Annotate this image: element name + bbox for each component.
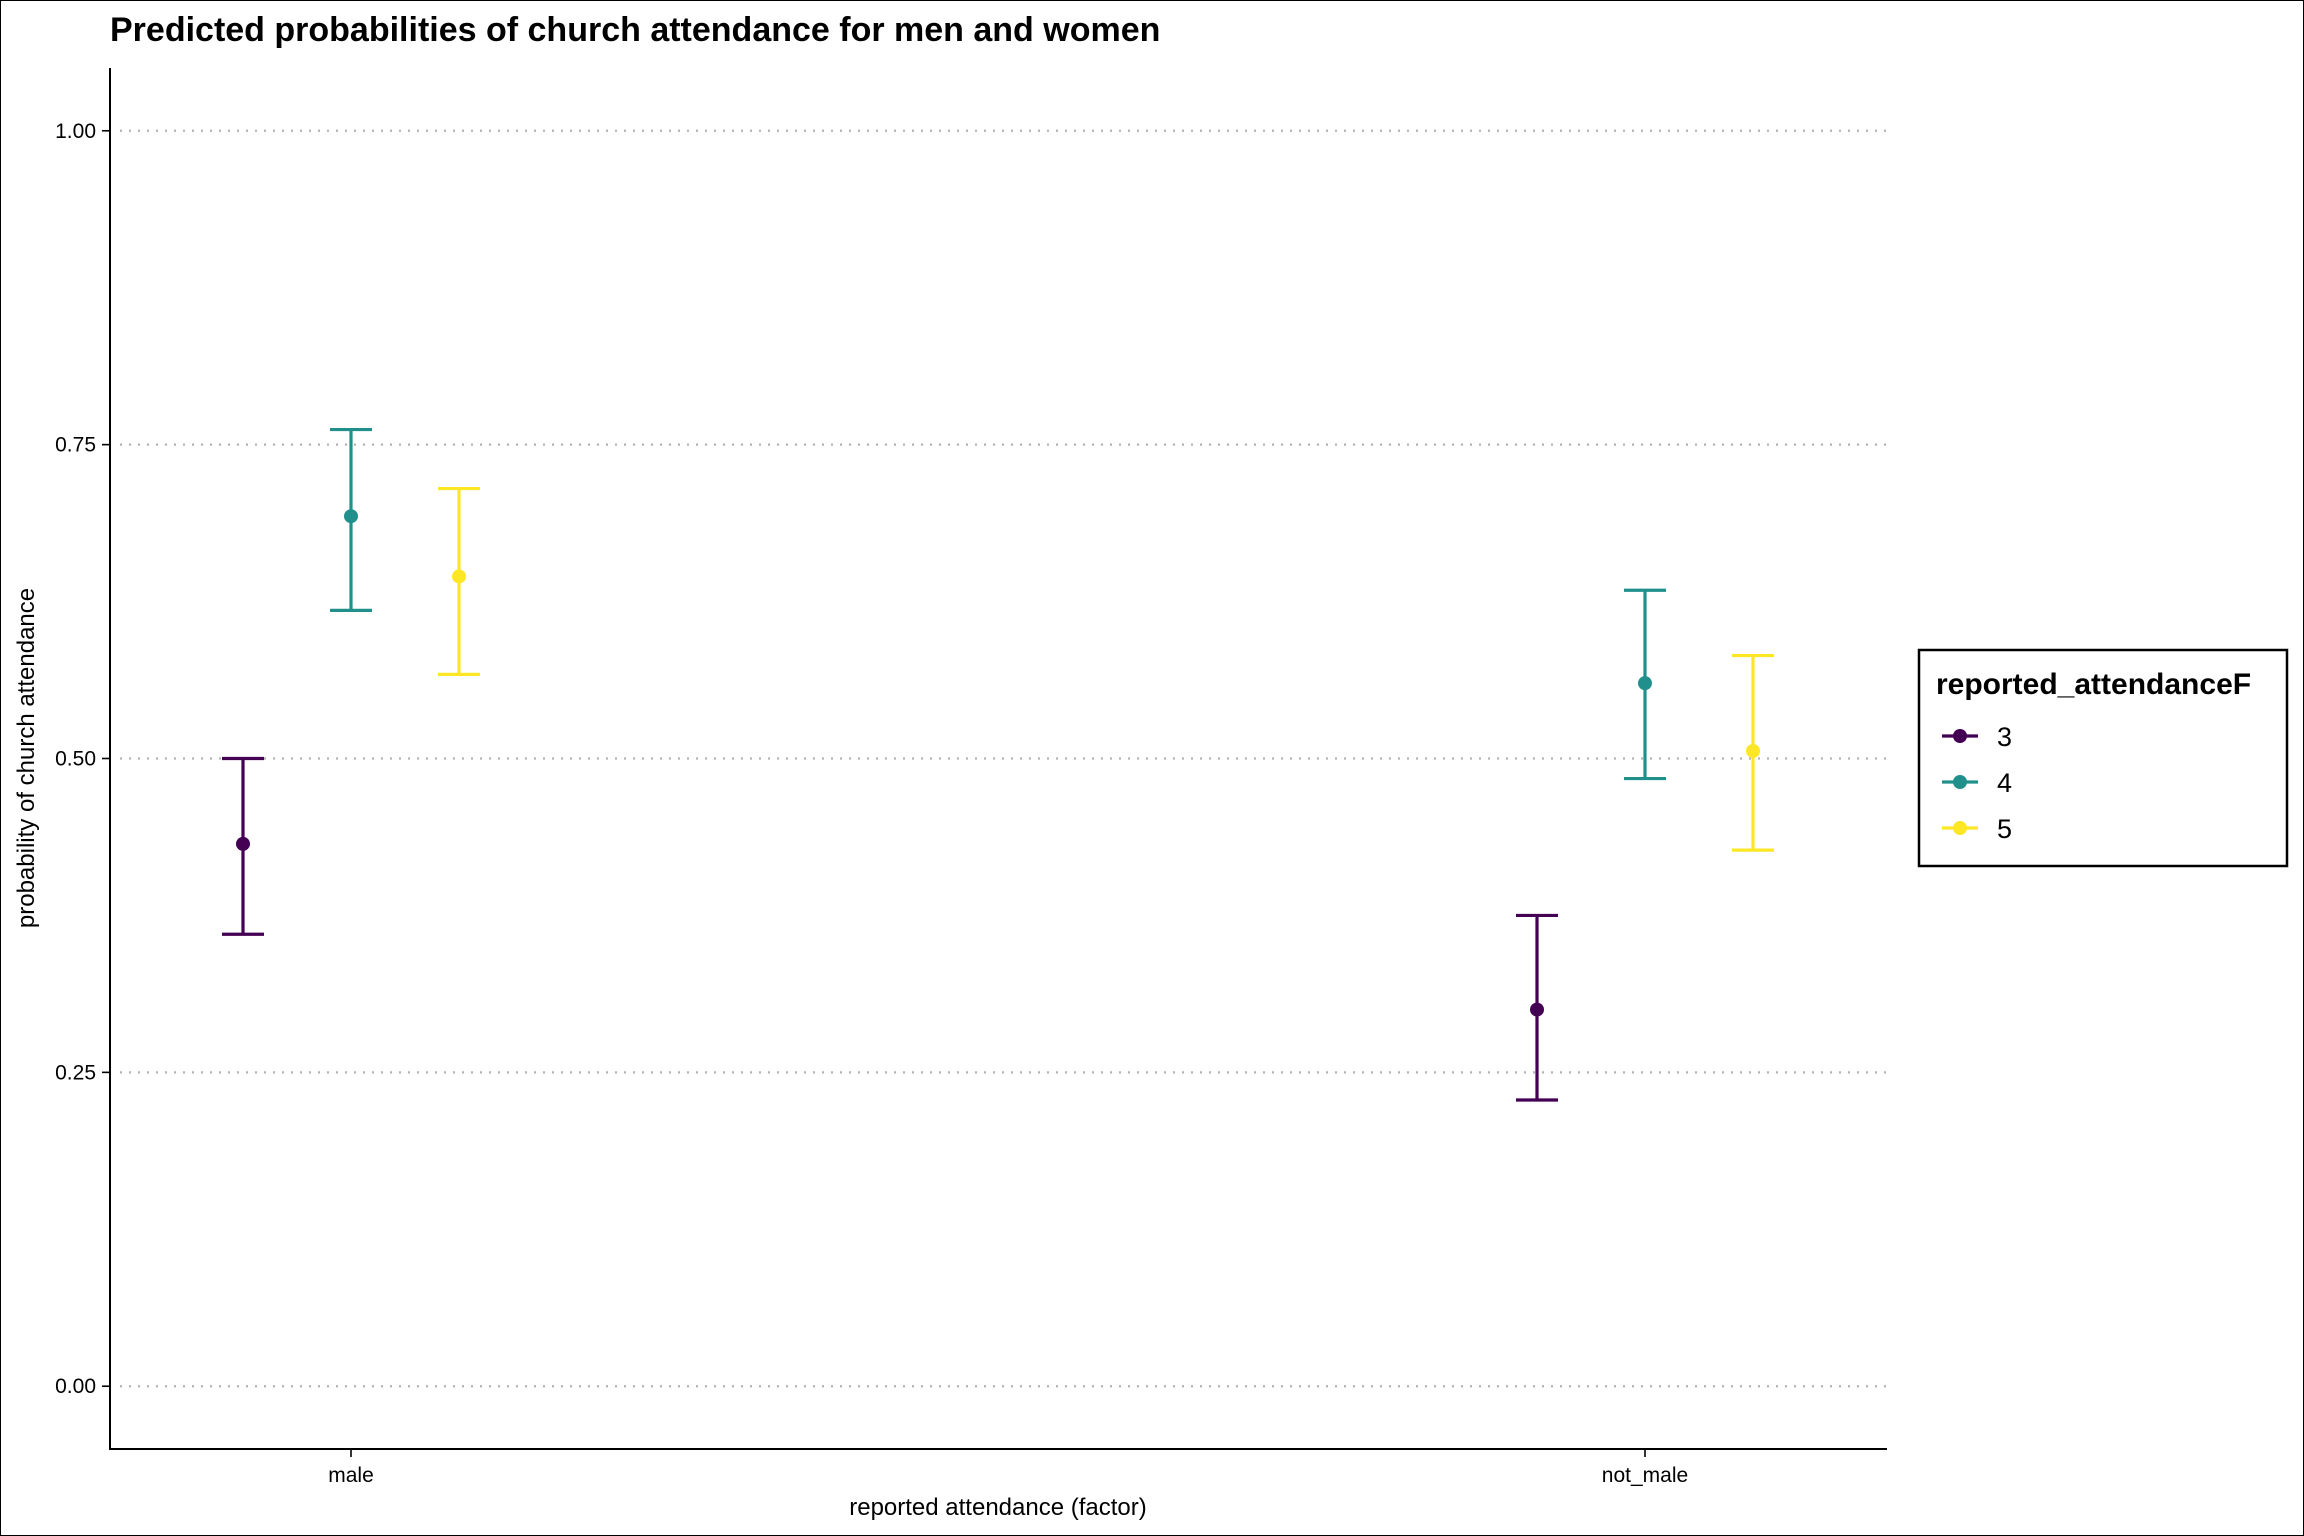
axes bbox=[109, 68, 1887, 1450]
point-estimate bbox=[344, 509, 358, 524]
legend-title: reported_attendanceF bbox=[1936, 668, 2251, 701]
legend-items: 3 4 5 bbox=[1942, 722, 2012, 844]
point-estimate bbox=[1746, 743, 1760, 758]
legend-item-4: 4 bbox=[1942, 768, 2012, 798]
errorbar-series-3-not_male bbox=[1516, 913, 1558, 1102]
y-axis-title: probability of church attendance bbox=[13, 588, 40, 928]
y-tick-label-3: 0.75 bbox=[55, 434, 96, 457]
x-tick-label-male: male bbox=[328, 1464, 374, 1487]
point-estimate bbox=[236, 836, 250, 851]
y-tick-label-4: 1.00 bbox=[55, 120, 96, 143]
legend-key-point bbox=[1953, 775, 1967, 789]
y-ticks: 0.00 0.25 0.50 0.75 1.00 bbox=[55, 120, 110, 1398]
errorbar-series-5-not_male bbox=[1732, 653, 1774, 852]
errorbar-series-3-male bbox=[222, 756, 264, 936]
legend-label: 4 bbox=[1997, 768, 2012, 798]
point-estimate bbox=[1530, 1002, 1544, 1017]
x-tick-label-not_male: not_male bbox=[1602, 1464, 1688, 1487]
y-tick-label-2: 0.50 bbox=[55, 748, 96, 771]
point-estimate bbox=[1638, 676, 1652, 691]
error-bars bbox=[222, 427, 1774, 1102]
point-estimate bbox=[452, 569, 466, 584]
legend-box bbox=[1917, 648, 2289, 868]
x-ticks: male not_male bbox=[328, 1449, 1688, 1487]
legend-label: 5 bbox=[1997, 814, 2012, 844]
y-tick-label-1: 0.25 bbox=[55, 1061, 96, 1084]
errorbar-series-4-male bbox=[330, 427, 372, 612]
grid-lines bbox=[120, 129, 1887, 1388]
errorbar-series-5-male bbox=[438, 486, 480, 676]
legend-item-5: 5 bbox=[1942, 814, 2012, 844]
x-axis-title: reported attendance (factor) bbox=[849, 1494, 1147, 1521]
chart-title: Predicted probabilities of church attend… bbox=[110, 11, 1160, 49]
legend-key-point bbox=[1953, 729, 1967, 743]
legend-key-point bbox=[1953, 821, 1967, 835]
legend: reported_attendanceF 3 4 5 bbox=[1917, 648, 2289, 868]
legend-item-3: 3 bbox=[1942, 722, 2012, 752]
errorbar-series-4-not_male bbox=[1624, 588, 1666, 781]
legend-label: 3 bbox=[1997, 722, 2012, 752]
y-tick-label-0: 0.00 bbox=[55, 1375, 96, 1398]
